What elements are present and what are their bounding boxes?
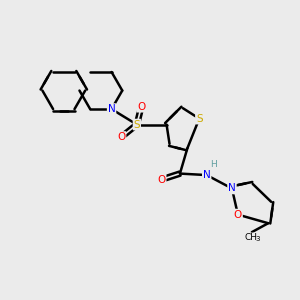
Text: S: S	[196, 114, 202, 124]
Text: O: O	[158, 175, 166, 184]
Text: H: H	[210, 160, 217, 169]
Text: O: O	[137, 102, 146, 112]
Text: O: O	[234, 210, 242, 220]
Text: N: N	[203, 170, 211, 180]
Text: N: N	[228, 183, 236, 194]
Text: N: N	[108, 104, 116, 114]
Text: 3: 3	[255, 236, 260, 242]
Text: O: O	[117, 132, 125, 142]
Text: CH: CH	[245, 233, 258, 242]
Text: S: S	[134, 119, 140, 130]
